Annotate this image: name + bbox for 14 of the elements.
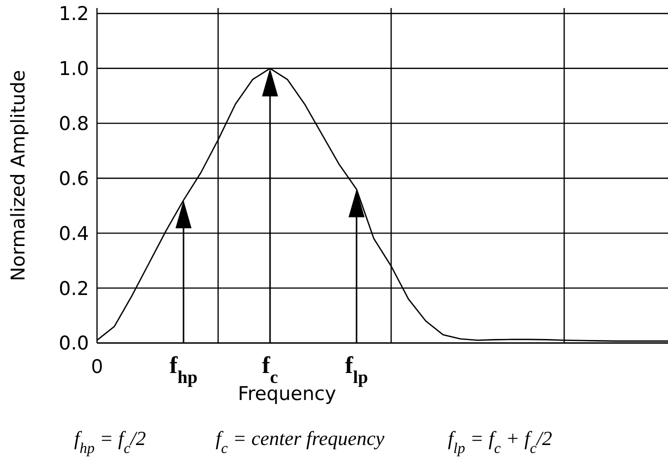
y-tick-label: 1.0 [58,58,89,80]
y-tick-label: 0.2 [58,278,89,300]
y-tick-label: 0.0 [58,332,89,355]
text: f$_{lp}$ = f$_{c}$ + f$_{c}$/2 [448,428,552,457]
y-tick-label: 0.8 [58,113,89,136]
y-tick-label: 0.6 [58,168,89,190]
x-tick-label: 0 [91,356,103,378]
y-tick-label: 1.2 [58,3,89,26]
text: f$_{c}$ = center frequency [216,428,385,457]
y-axis-title: Normalized Amplitude [8,70,30,282]
x-tick-label: f$_{hp}$ [170,353,198,387]
y-tick-label: 0.4 [58,222,89,245]
text: f$_{hp}$ = f$_{c}$/2 [74,428,146,457]
x-tick-label: f$_{lp}$ [345,353,368,387]
